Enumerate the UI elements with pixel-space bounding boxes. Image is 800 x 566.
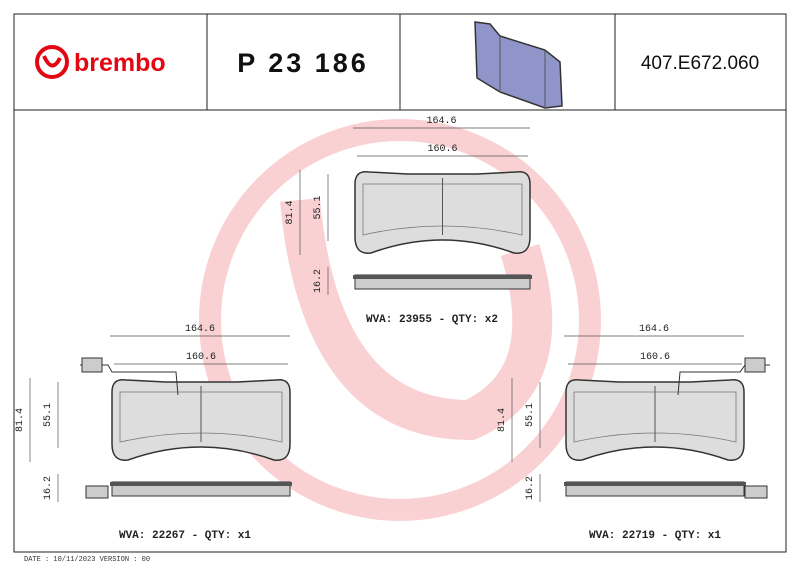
dimension-label: 16.2 [43, 476, 54, 500]
dimension-label: 55.1 [43, 403, 54, 427]
product-thumbnail [474, 21, 563, 109]
dimension-label: 16.2 [525, 476, 536, 500]
watermark [199, 119, 601, 521]
caption: WVA: 22719 - QTY: x1 [589, 530, 721, 542]
brand-name: brembo [74, 49, 166, 77]
dimension-label: 81.4 [285, 200, 296, 224]
dimension-label: 164.6 [426, 116, 456, 127]
footer-date: DATE : 10/11/2023 VERSION : 00 [24, 556, 150, 564]
pad-friction [119, 391, 283, 443]
dimension-label: 55.1 [525, 403, 536, 427]
dimension-label: 81.4 [15, 408, 26, 432]
caption: WVA: 22267 - QTY: x1 [119, 530, 251, 542]
pad-backplate [564, 482, 746, 486]
pad-backplate [353, 275, 532, 279]
part-number: P 23 186 [237, 48, 369, 78]
reference-code: 407.E672.060 [641, 53, 759, 74]
dimension-label: 55.1 [313, 195, 324, 219]
sensor-connector [85, 485, 109, 499]
sensor-connector [744, 357, 766, 373]
sensor-connector [81, 357, 103, 373]
dimension-label: 164.6 [639, 324, 669, 335]
dimension-label: 160.6 [427, 144, 457, 155]
pad-friction [362, 183, 523, 236]
dimension-label: 16.2 [313, 269, 324, 293]
dimension-label: 164.6 [185, 324, 215, 335]
dimension-label: 160.6 [186, 352, 216, 363]
caption: WVA: 23955 - QTY: x2 [366, 314, 498, 326]
dimension-label: 160.6 [640, 352, 670, 363]
pad-friction [573, 391, 737, 443]
dimension-label: 81.4 [497, 408, 508, 432]
sensor-connector [744, 485, 768, 499]
brand-logo: brembo [35, 45, 166, 79]
pad-backplate [110, 482, 292, 486]
